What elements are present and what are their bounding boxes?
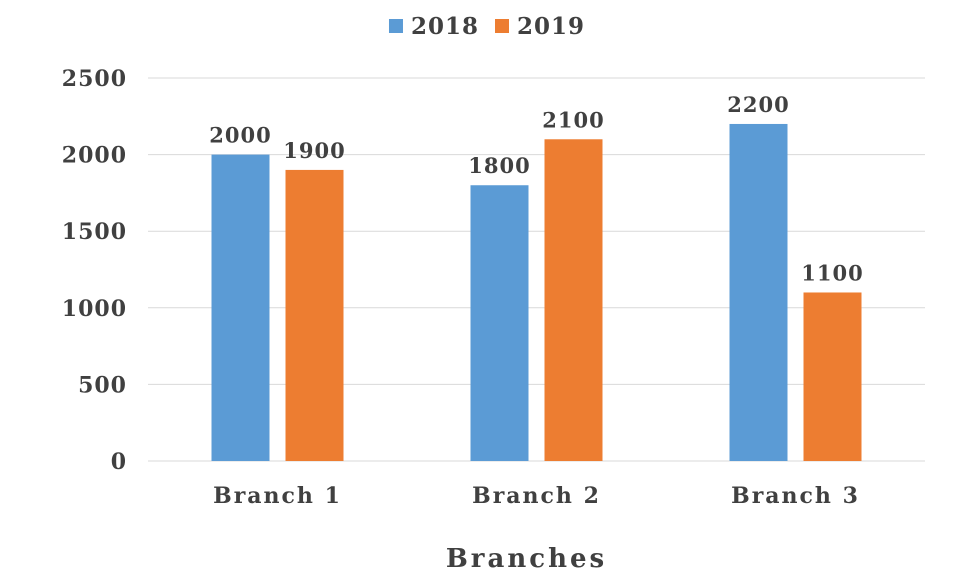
legend: 2018 2019 bbox=[388, 13, 585, 40]
bar-2018-branch-2 bbox=[470, 185, 529, 462]
data-label: 1800 bbox=[468, 153, 530, 178]
x-category-label: Branch 1 bbox=[213, 483, 342, 509]
y-tick-label: 0 bbox=[111, 449, 127, 475]
x-axis-category-labels: Branch 1 Branch 2 Branch 3 bbox=[213, 483, 860, 509]
bar-2018-branch-3 bbox=[729, 123, 788, 462]
data-label: 2200 bbox=[727, 92, 789, 117]
data-label: 1100 bbox=[801, 260, 863, 285]
data-label: 2000 bbox=[209, 123, 271, 148]
data-labels: 2000 1900 1800 2100 2200 1100 bbox=[209, 92, 863, 286]
y-tick-label: 500 bbox=[78, 372, 127, 398]
bar-2018-branch-1 bbox=[211, 154, 270, 461]
x-axis-title: Branches bbox=[446, 544, 607, 574]
y-tick-label: 1500 bbox=[62, 219, 127, 245]
bar-2019-branch-1 bbox=[285, 169, 344, 462]
bars bbox=[211, 123, 862, 462]
x-category-label: Branch 3 bbox=[731, 483, 860, 509]
y-tick-label: 2500 bbox=[62, 66, 127, 92]
bar-2019-branch-3 bbox=[803, 292, 862, 461]
bar-2019-branch-2 bbox=[544, 139, 603, 461]
y-tick-label: 2000 bbox=[62, 143, 127, 169]
x-category-label: Branch 2 bbox=[472, 483, 601, 509]
legend-item-2018: 2018 bbox=[388, 13, 479, 40]
gridlines bbox=[148, 77, 925, 462]
legend-item-2019: 2019 bbox=[495, 13, 585, 40]
legend-swatch bbox=[495, 19, 509, 33]
y-axis-tick-labels: 0 500 1000 1500 2000 2500 bbox=[62, 66, 127, 475]
y-tick-label: 1000 bbox=[62, 296, 127, 322]
legend-swatch bbox=[388, 19, 403, 33]
legend-label: 2019 bbox=[517, 13, 585, 40]
legend-label: 2018 bbox=[411, 13, 479, 40]
data-label: 2100 bbox=[542, 107, 604, 132]
data-label: 1900 bbox=[283, 138, 345, 163]
